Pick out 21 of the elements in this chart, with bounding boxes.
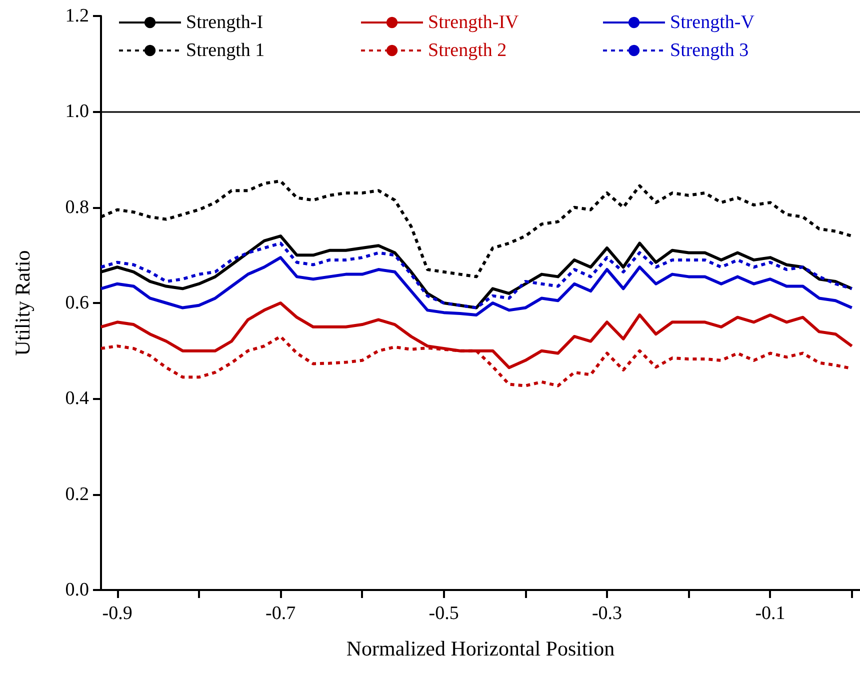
y-tick-label: 0.4: [65, 388, 90, 410]
x-tick-label: -0.9: [102, 603, 132, 624]
legend-label: Strength 1: [186, 40, 265, 61]
legend-label: Strength-I: [186, 12, 264, 33]
legend-label: Strength-V: [670, 12, 755, 33]
x-tick-label: -0.3: [592, 603, 622, 624]
y-tick-label: 1.2: [65, 6, 89, 26]
y-tick-label: 1.0: [65, 101, 89, 122]
x-tick-label: -0.5: [428, 603, 459, 624]
y-axis-title: Utility Ratio: [10, 250, 34, 356]
y-tick-label: 0.6: [65, 292, 89, 314]
y-tick-label: 0.2: [65, 484, 89, 505]
x-axis-title: Normalized Horizontal Position: [346, 636, 616, 660]
legend-label: Strength 2: [428, 40, 507, 61]
x-tick-label: -0.1: [755, 603, 786, 624]
legend-label: Strength 3: [670, 40, 749, 61]
y-tick-label: 0.8: [65, 196, 89, 218]
y-tick-label: 0.0: [65, 580, 89, 600]
x-tick-label: -0.7: [266, 603, 296, 624]
legend-label: Strength-IV: [428, 12, 520, 33]
line-series: [100, 256, 854, 316]
